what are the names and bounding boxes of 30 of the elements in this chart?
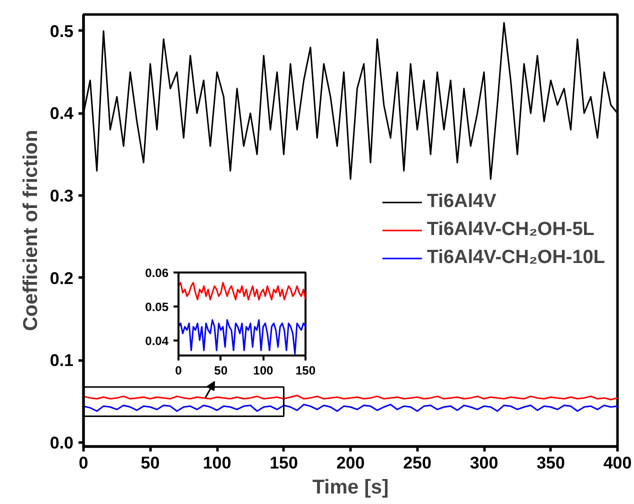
x-tick-label: 150 [295,364,316,378]
legend-label: Ti6Al4V-CH₂OH-10L [426,247,605,269]
line-series [84,404,618,412]
y-tick-label: 0.5 [50,22,74,41]
y-tick-label: 0.06 [145,266,169,280]
y-axis-title: Coefficient of friction [20,130,42,332]
legend-label: Ti6Al4V-CH₂OH-5L [426,219,594,241]
x-tick-label: 50 [140,454,160,472]
x-tick-label: 150 [270,454,298,472]
line-series [178,282,306,300]
legend-label: Ti6Al4V [426,191,496,213]
x-tick-label: 300 [470,454,498,472]
y-tick-label: 0.2 [50,268,74,288]
y-tick-label: 0.04 [145,334,169,348]
y-tick-label: 0.1 [50,351,74,370]
x-tick-label: 0 [175,364,182,378]
x-tick-label: 250 [403,454,432,472]
y-tick-label: 0.3 [50,186,74,206]
y-tick-label: 0.4 [50,104,74,124]
x-tick-label: 50 [214,364,228,378]
x-tick-label: 100 [202,454,232,472]
x-tick-label: 400 [603,454,632,472]
line-series [178,319,306,355]
x-tick-label: 0 [78,454,88,472]
x-tick-label: 200 [336,454,365,472]
y-tick-label: 0.0 [50,433,74,452]
x-tick-label: 350 [536,454,565,472]
x-tick-label: 100 [253,364,274,378]
y-tick-label: 0.05 [145,300,169,314]
x-axis-title: Time [s] [312,476,389,498]
